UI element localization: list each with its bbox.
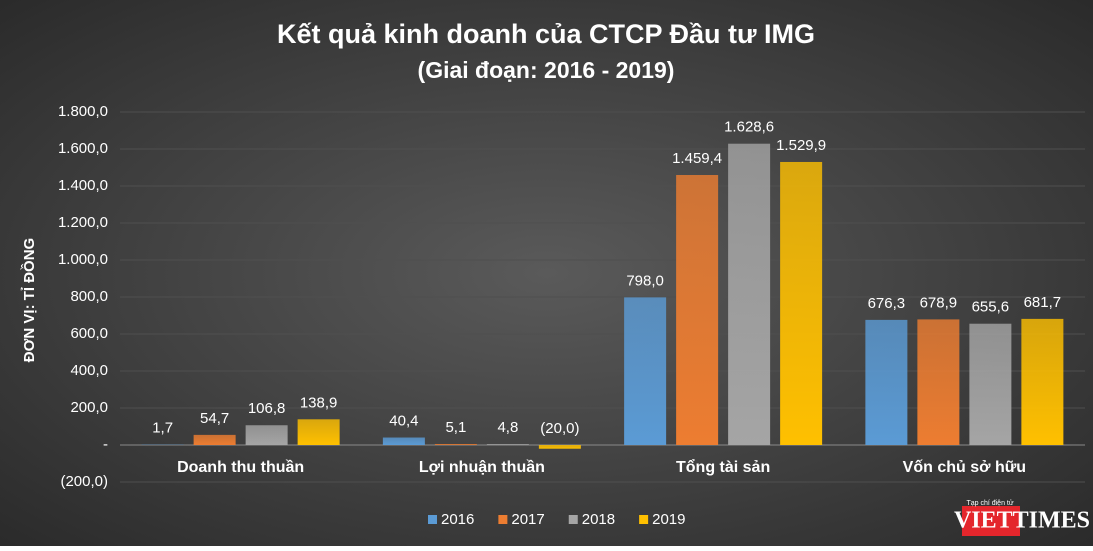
bar — [194, 435, 236, 445]
bar — [676, 175, 718, 445]
value-label: 5,1 — [445, 419, 466, 436]
bar — [728, 144, 770, 445]
legend-swatch — [569, 515, 578, 524]
x-tick-label: Vốn chủ sở hữu — [903, 459, 1026, 476]
value-label: 681,7 — [1024, 294, 1062, 311]
value-label: 4,8 — [497, 419, 518, 436]
y-tick-label: (200,0) — [60, 473, 108, 490]
bar — [435, 444, 477, 445]
value-label: 678,9 — [920, 294, 958, 311]
y-tick-label: - — [103, 436, 108, 453]
legend-label: 2019 — [652, 511, 685, 528]
y-tick-label: 600,0 — [70, 325, 108, 342]
y-axis-label: ĐƠN VỊ: TỈ ĐỒNG — [20, 238, 38, 362]
bar — [624, 297, 666, 445]
bar — [865, 320, 907, 445]
y-tick-label: 1.600,0 — [58, 140, 108, 157]
value-label: 798,0 — [626, 272, 664, 289]
value-label: 655,6 — [972, 299, 1010, 316]
y-tick-label: 1.200,0 — [58, 214, 108, 231]
bar — [539, 445, 581, 449]
value-label: 1,7 — [152, 420, 173, 437]
bar — [383, 438, 425, 445]
legend-label: 2018 — [582, 511, 615, 528]
y-tick-label: 800,0 — [70, 288, 108, 305]
legend-swatch — [498, 515, 507, 524]
value-label: 676,3 — [868, 295, 906, 312]
legend-swatch — [428, 515, 437, 524]
legend-label: 2016 — [441, 511, 474, 528]
value-label: 106,8 — [248, 400, 286, 417]
bar — [917, 319, 959, 445]
logo-tagline: Tạp chí điện tử — [966, 499, 1013, 507]
legend-swatch — [639, 515, 648, 524]
chart-title: Kết quả kinh doanh của CTCP Đầu tư IMG — [277, 19, 815, 49]
x-tick-label: Lợi nhuận thuần — [419, 459, 545, 476]
value-label: 1.628,6 — [724, 119, 774, 136]
bar — [969, 324, 1011, 445]
bar — [246, 425, 288, 445]
bar — [487, 444, 529, 445]
value-label: 138,9 — [300, 394, 338, 411]
y-tick-label: 1.400,0 — [58, 177, 108, 194]
value-label: 1.459,4 — [672, 150, 722, 167]
legend-label: 2017 — [511, 511, 544, 528]
bar — [1021, 319, 1063, 445]
logo: VIETTIMES — [954, 508, 1090, 534]
bar — [780, 162, 822, 445]
x-tick-label: Tổng tài sản — [676, 458, 770, 476]
value-label: 40,4 — [389, 412, 418, 429]
y-tick-label: 400,0 — [70, 362, 108, 379]
y-tick-label: 1.800,0 — [58, 103, 108, 120]
value-label: (20,0) — [540, 420, 579, 437]
value-label: 54,7 — [200, 410, 229, 427]
x-tick-label: Doanh thu thuần — [177, 459, 304, 476]
bar — [298, 419, 340, 445]
y-tick-label: 200,0 — [70, 399, 108, 416]
y-tick-label: 1.000,0 — [58, 251, 108, 268]
chart-subtitle: (Giai đoạn: 2016 - 2019) — [418, 57, 675, 83]
value-label: 1.529,9 — [776, 137, 826, 154]
